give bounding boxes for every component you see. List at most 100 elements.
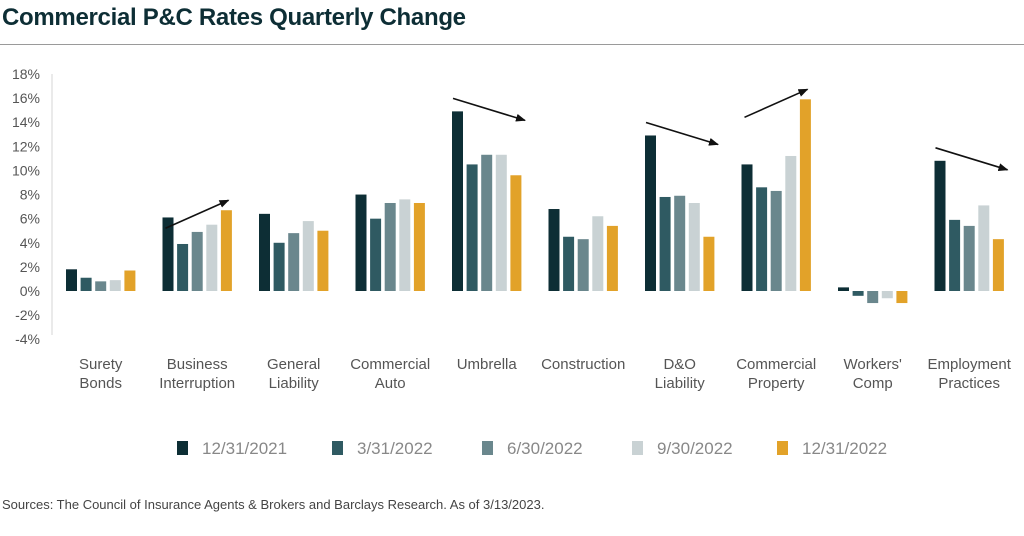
legend-swatch [632,441,643,455]
bar [162,217,174,291]
y-tick-label: 0% [20,283,40,299]
legend-label: 12/31/2021 [202,439,287,458]
legend-swatch [482,441,493,455]
bar [206,224,218,291]
y-tick-label: 18% [12,66,40,82]
y-axis: 18% 16% 14% 12% 10% 8% 6% 4% 2% 0% -2% -4% [12,66,53,347]
trend-arrow [452,97,526,122]
bar [703,236,715,291]
bar [992,239,1004,291]
bar [273,242,285,291]
y-tick-label: 10% [12,162,40,178]
legend-swatch [177,441,188,455]
category-label: Workers' [843,356,902,373]
category-label: Surety [79,356,123,373]
bar [177,243,189,291]
bars [66,99,1004,304]
category-label: D&O [663,356,696,373]
legend-label: 3/31/2022 [357,439,433,458]
bar [852,291,864,296]
bar [934,160,946,291]
source-note: Sources: The Council of Insurance Agents… [2,497,545,512]
category-labels: Surety Bonds Business Interruption General Li… [79,356,1012,392]
y-tick-label: 8% [20,187,40,203]
category-label: Interruption [159,375,235,392]
legend-label: 9/30/2022 [657,439,733,458]
bar [896,291,908,304]
category-label: Employment [928,356,1012,373]
bar [355,194,367,291]
y-tick-label: -2% [15,307,40,323]
category-label: Umbrella [457,356,518,373]
bar [288,233,300,291]
legend: 12/31/2021 3/31/2022 6/30/2022 9/30/2022 12/… [177,439,887,458]
y-tick-label: 14% [12,114,40,130]
bar [867,291,879,304]
bar [66,269,77,291]
trend-arrow [165,199,230,229]
legend-swatch [332,441,343,455]
bar [881,291,893,299]
bar [756,187,768,291]
bar [838,287,849,291]
y-tick-label: 2% [20,259,40,275]
category-label: Practices [938,375,1000,392]
chart-title: Commercial P&C Rates Quarterly Change [2,4,466,31]
bar [399,199,411,291]
bar [466,164,478,291]
bar [548,209,560,291]
bar [109,280,121,291]
bar [799,99,811,291]
bar [606,225,618,291]
category-label: Auto [375,375,406,392]
bar [978,205,990,291]
legend-swatch [777,441,788,455]
category-label: Commercial [350,356,430,373]
y-tick-label: 4% [20,235,40,251]
y-tick-label: 6% [20,211,40,227]
category-label: Commercial [736,356,816,373]
bar [370,218,382,291]
bar [80,277,92,291]
bar [452,111,463,291]
category-label: Liability [269,375,320,392]
category-label: General [267,356,320,373]
bar [191,231,203,291]
category-label: Property [748,375,805,392]
trend-arrows [165,88,1009,229]
bar [481,154,493,291]
legend-label: 6/30/2022 [507,439,583,458]
bar [317,230,329,291]
bar [577,239,589,291]
category-label: Comp [853,375,893,392]
bar [674,195,686,291]
bar-chart: 18% 16% 14% 12% 10% 8% 6% 4% 2% 0% -2% -4% Surety Bo… [12,66,1012,458]
category-label: Bonds [79,375,122,392]
bar [384,202,396,291]
y-tick-label: 16% [12,90,40,106]
y-tick-label: 12% [12,138,40,154]
category-label: Liability [655,375,706,392]
bar [770,190,782,291]
trend-arrow [744,88,809,119]
title-divider [0,44,1024,45]
bar [963,225,975,291]
trend-arrow [935,147,1009,171]
bar [259,213,270,291]
bar [949,219,961,291]
bar [645,135,656,291]
bar [510,175,522,291]
bar [592,216,604,291]
bar [563,236,575,291]
bar [659,196,671,291]
bar [220,210,232,291]
bar [785,155,797,291]
bar [124,270,136,291]
bar [741,164,753,291]
category-label: Construction [541,356,625,373]
trend-arrow [645,121,719,146]
bar [413,202,425,291]
bar [95,281,107,291]
bar [688,202,700,291]
y-tick-label: -4% [15,331,40,347]
